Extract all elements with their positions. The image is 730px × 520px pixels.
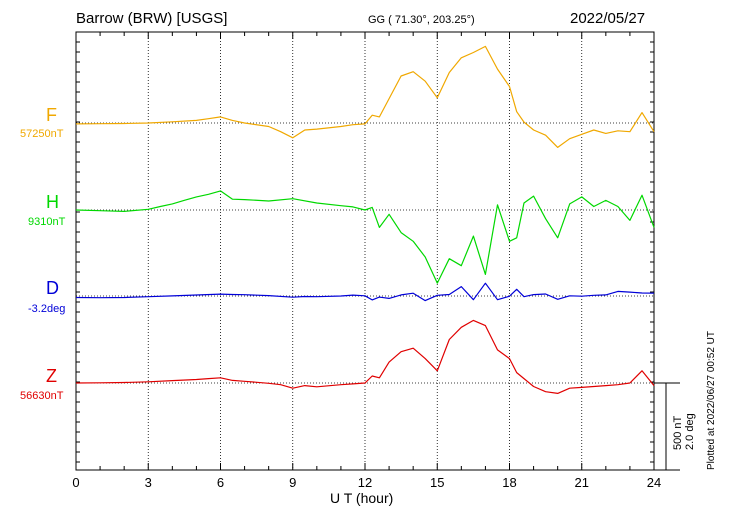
series-h-baseline: 9310nT	[28, 216, 66, 228]
series-d-baseline: -3.2deg	[28, 303, 66, 315]
series-z-label: Z	[46, 366, 57, 386]
x-tick-label: 12	[358, 475, 372, 490]
x-tick-label: 0	[72, 475, 79, 490]
x-tick-label: 21	[575, 475, 589, 490]
series-z-line	[75, 319, 655, 394]
x-tick-label: 9	[289, 475, 296, 490]
x-axis-label: U T (hour)	[330, 490, 394, 506]
series-z-baseline: 56630nT	[20, 390, 64, 402]
x-tick-label: 3	[145, 475, 152, 490]
series-h-label: H	[46, 192, 59, 212]
x-tick-label: 18	[502, 475, 516, 490]
scale-bar-nt-label: 500 nT	[672, 415, 684, 450]
station-title: Barrow (BRW) [USGS]	[76, 10, 228, 27]
series-d-line	[75, 282, 655, 302]
series-f-baseline: 57250nT	[20, 128, 64, 140]
x-tick-label: 15	[430, 475, 444, 490]
plotted-timestamp: Plotted at 2022/06/27 00:52 UT	[706, 331, 717, 470]
series-h-line	[75, 190, 655, 284]
scale-bar-deg-label: 2.0 deg	[684, 413, 696, 450]
x-tick-label: 6	[217, 475, 224, 490]
station-coordinates: GG ( 71.30°, 203.25°)	[368, 14, 475, 26]
series-f-label: F	[46, 105, 57, 125]
plot-date: 2022/05/27	[570, 10, 646, 27]
series-f-line	[75, 45, 655, 148]
series-d-label: D	[46, 278, 59, 298]
x-tick-label: 24	[647, 475, 661, 490]
